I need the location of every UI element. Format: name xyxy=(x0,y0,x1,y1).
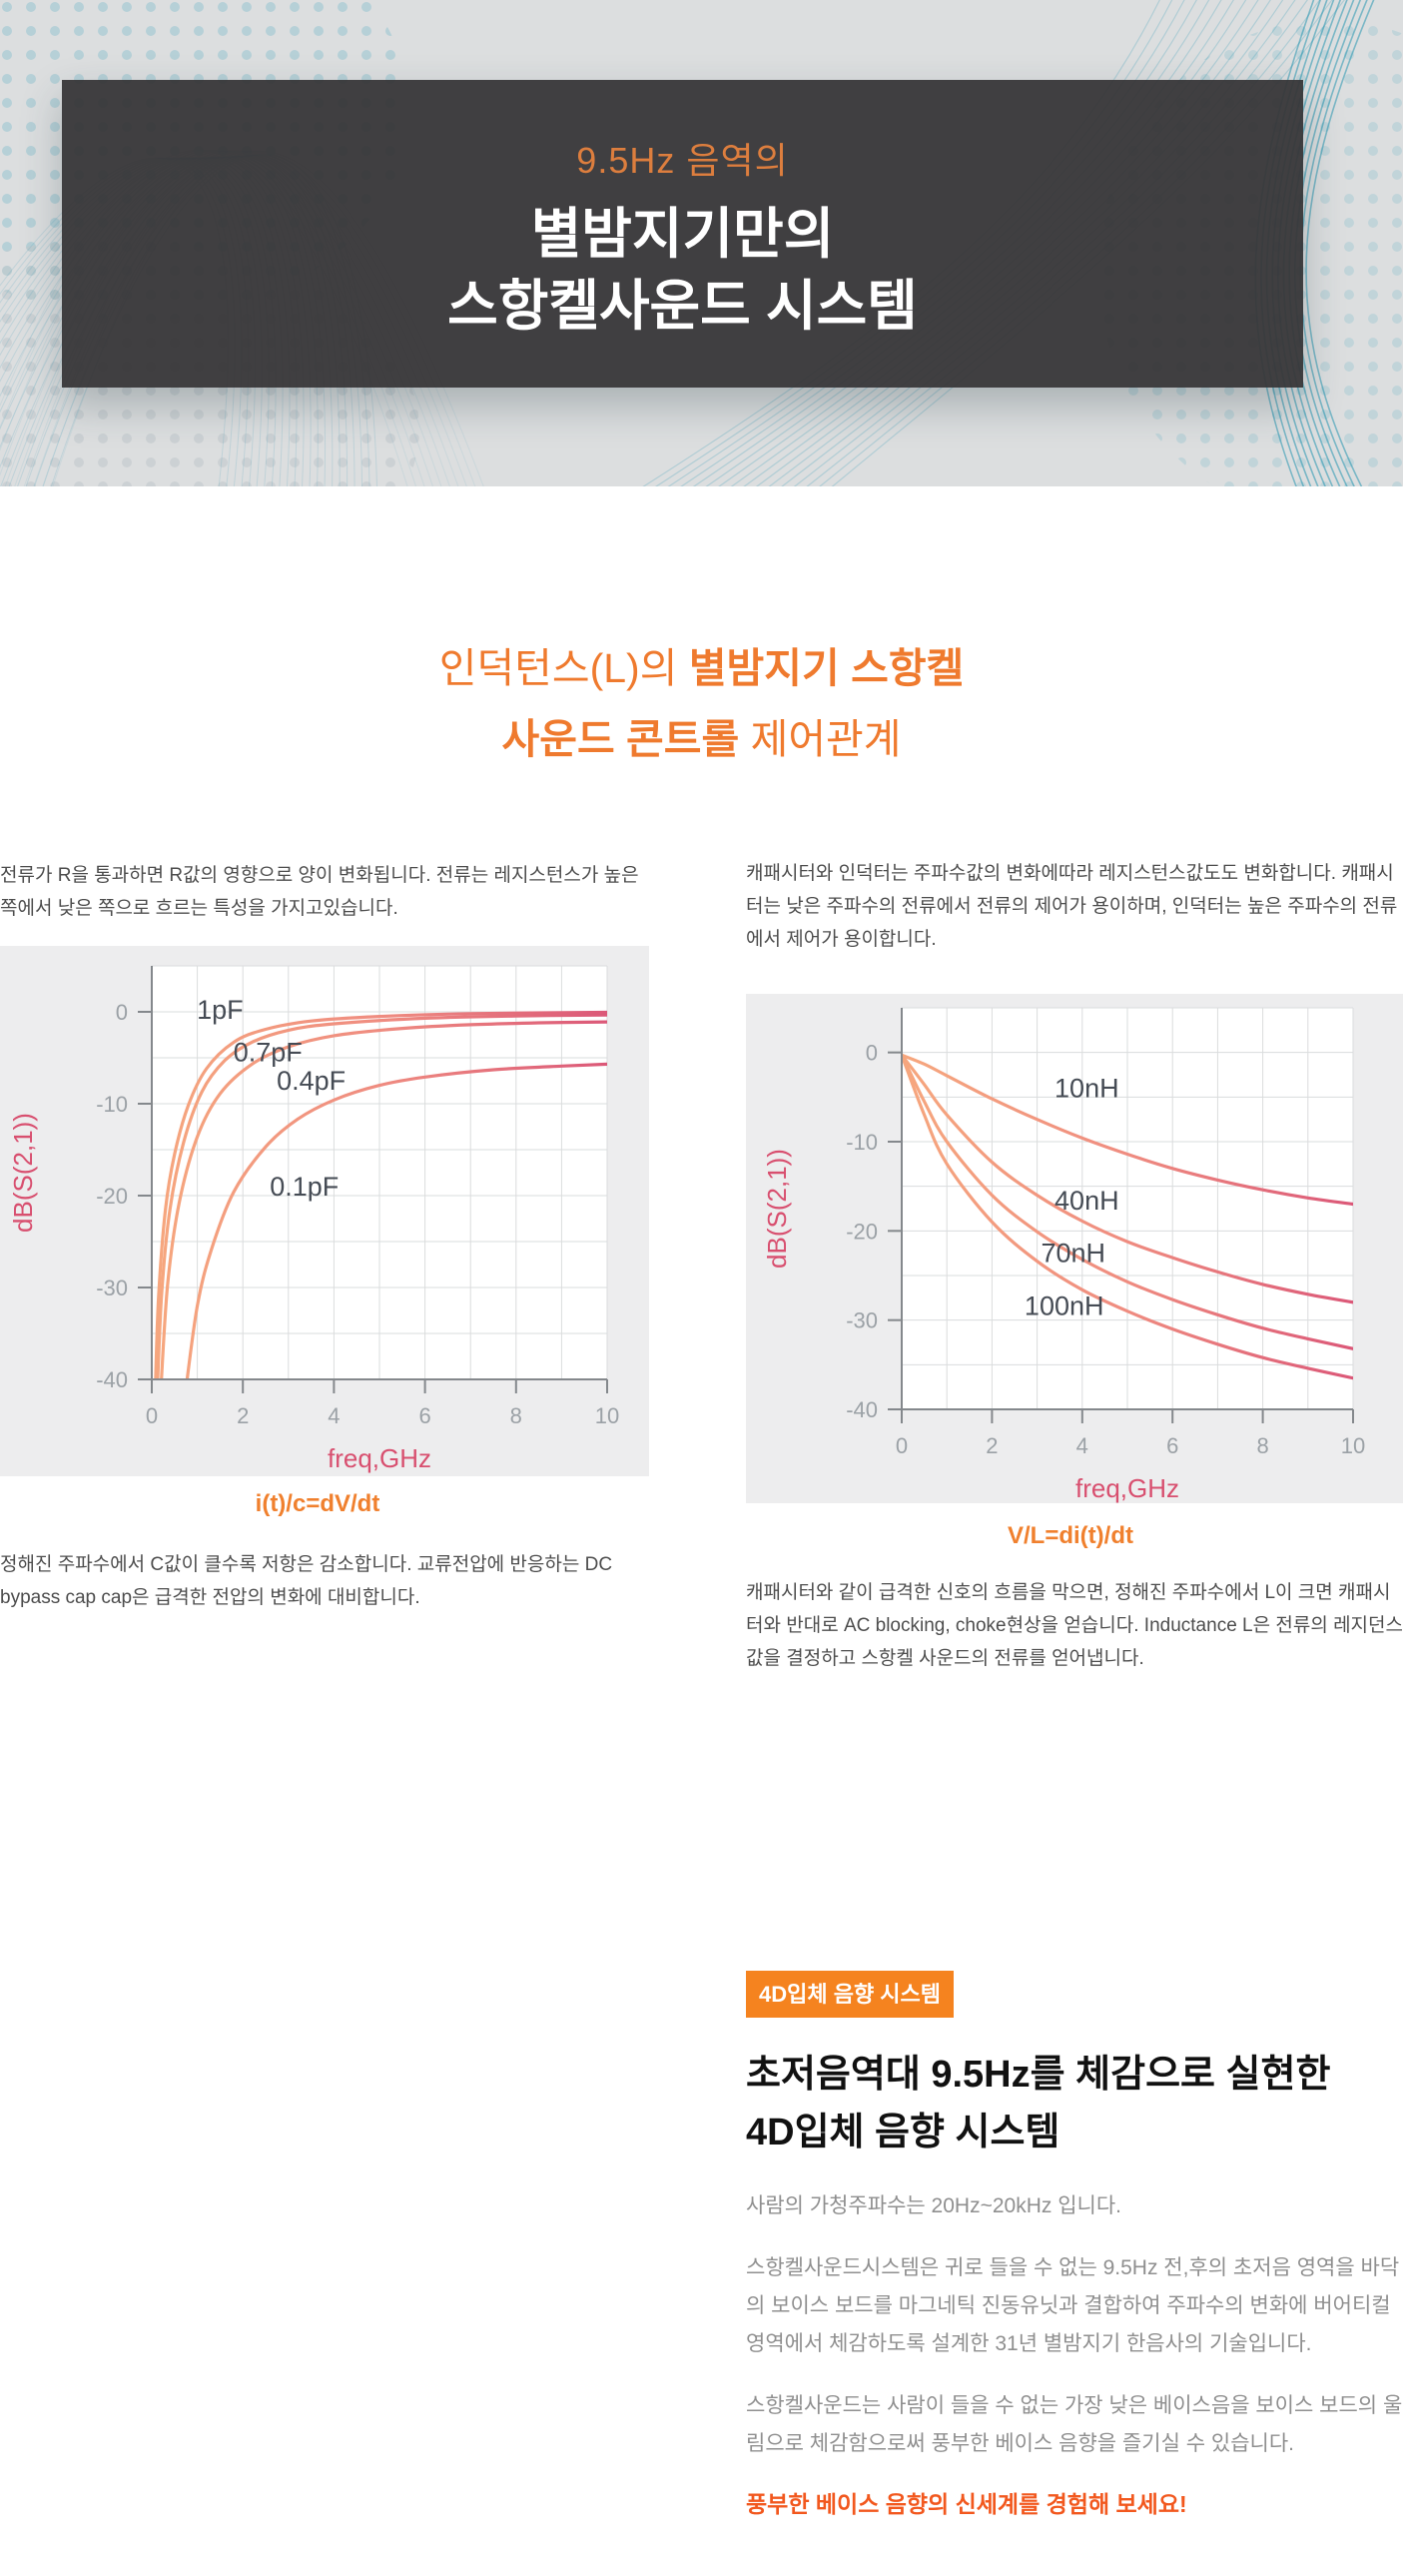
feature-paragraph: 사람의 가청주파수는 20Hz~20kHz 입니다. xyxy=(746,2194,1121,2217)
section-title-line2: 사운드 콘트롤 제어관계 xyxy=(501,716,902,762)
svg-text:0.4pF: 0.4pF xyxy=(277,1066,346,1096)
svg-text:freq,GHz: freq,GHz xyxy=(1075,1473,1179,1503)
hero-subtitle: 9.5Hz 음역의 xyxy=(576,140,789,181)
section-title: 인덕턴스(L)의 별밤지기 스항켈 사운드 콘트롤 제어관계 xyxy=(0,633,1403,775)
feature-heading: 초저음역대 9.5Hz를 체감으로 실현한 4D입체 음향 시스템 xyxy=(746,2046,1403,2161)
svg-text:0: 0 xyxy=(866,1041,878,1066)
svg-text:4: 4 xyxy=(1076,1433,1088,1458)
svg-text:8: 8 xyxy=(1256,1433,1268,1458)
svg-text:6: 6 xyxy=(1166,1433,1178,1458)
svg-text:-40: -40 xyxy=(846,1397,878,1422)
svg-text:dB(S(2,1)): dB(S(2,1)) xyxy=(762,1149,792,1269)
capacitor-outro-text: 정해진 주파수에서 C값이 클수록 저항은 감소합니다. 교류전압에 반응하는 … xyxy=(0,1554,613,1608)
inductor-formula-caption: V/L=di(t)/dt xyxy=(1008,1522,1133,1549)
svg-text:100nH: 100nH xyxy=(1025,1290,1104,1320)
svg-text:-40: -40 xyxy=(96,1367,128,1392)
svg-text:0: 0 xyxy=(116,1000,128,1025)
inductor-intro-text: 캐패시터와 인덕터는 주파수값의 변화에따라 레지스턴스값도도 변화합니다. 캐… xyxy=(746,863,1398,950)
svg-text:freq,GHz: freq,GHz xyxy=(328,1443,431,1473)
inductor-chart-panel: 0 -10 -20 -30 -40 0 2 4 6 8 10 freq,GHz dB(S(2,1)) 10… xyxy=(746,994,1403,1503)
feature-section: 4D입체 음향 시스템 초저음역대 9.5Hz를 체감으로 실현한 4D입체 음… xyxy=(746,1971,1403,2521)
svg-text:0.1pF: 0.1pF xyxy=(270,1172,339,1202)
svg-text:-10: -10 xyxy=(846,1130,878,1155)
svg-text:10: 10 xyxy=(595,1403,619,1428)
hero-title-line1: 별밤지기만의 xyxy=(530,203,835,265)
svg-text:1pF: 1pF xyxy=(197,995,244,1025)
inductor-outro-text: 캐패시터와 같이 급격한 신호의 흐름을 막으면, 정해진 주파수에서 L이 크… xyxy=(746,1582,1403,1669)
capacitor-formula-caption: i(t)/c=dV/dt xyxy=(255,1490,380,1517)
svg-text:10: 10 xyxy=(1341,1433,1365,1458)
feature-heading-line2: 4D입체 음향 시스템 xyxy=(746,2112,1060,2153)
svg-text:4: 4 xyxy=(328,1403,340,1428)
svg-text:8: 8 xyxy=(510,1403,522,1428)
svg-text:-20: -20 xyxy=(96,1184,128,1209)
hero-title-box: 9.5Hz 음역의 별밤지기만의 스항켈사운드 시스템 xyxy=(62,80,1303,388)
capacitor-chart-panel: 0 -10 -20 -30 -40 0 2 4 6 8 10 freq,GHz dB(S(2,1)) 1p… xyxy=(0,946,649,1476)
svg-text:6: 6 xyxy=(418,1403,430,1428)
inductor-chart: 0 -10 -20 -30 -40 0 2 4 6 8 10 freq,GHz dB(S(2,1)) 10… xyxy=(762,1007,1365,1503)
hero-title: 별밤지기만의 스항켈사운드 시스템 xyxy=(62,198,1303,342)
svg-text:0: 0 xyxy=(146,1403,158,1428)
svg-text:40nH: 40nH xyxy=(1054,1186,1119,1216)
svg-text:dB(S(2,1)): dB(S(2,1)) xyxy=(8,1113,38,1233)
feature-heading-line1: 초저음역대 9.5Hz를 체감으로 실현한 xyxy=(746,2054,1331,2096)
capacitor-intro-text: 전류가 R을 통과하면 R값의 영향으로 양이 변화됩니다. 전류는 레지스턴스… xyxy=(0,865,639,919)
svg-text:-10: -10 xyxy=(96,1092,128,1117)
capacitor-chart: 0 -10 -20 -30 -40 0 2 4 6 8 10 freq,GHz dB(S(2,1)) 1p… xyxy=(8,965,619,1473)
svg-text:2: 2 xyxy=(986,1433,998,1458)
feature-paragraph: 스항켈사운드시스템은 귀로 들을 수 없는 9.5Hz 전,후의 초저음 영역을… xyxy=(746,2256,1400,2355)
feature-cta-text: 풍부한 베이스 음향의 신세계를 경험해 보세요! xyxy=(746,2491,1187,2517)
svg-text:-30: -30 xyxy=(846,1308,878,1333)
svg-text:2: 2 xyxy=(237,1403,249,1428)
svg-text:-20: -20 xyxy=(846,1219,878,1244)
section-title-line1: 인덕턴스(L)의 별밤지기 스항켈 xyxy=(438,645,965,691)
svg-text:10nH: 10nH xyxy=(1054,1073,1119,1103)
svg-text:-30: -30 xyxy=(96,1276,128,1300)
hero-banner: 9.5Hz 음역의 별밤지기만의 스항켈사운드 시스템 xyxy=(0,0,1403,486)
svg-text:0.7pF: 0.7pF xyxy=(234,1037,303,1067)
svg-text:70nH: 70nH xyxy=(1041,1239,1105,1269)
feature-paragraph: 스항켈사운드는 사람이 들을 수 없는 가장 낮은 베이스음을 보이스 보드의 … xyxy=(746,2394,1403,2455)
feature-badge: 4D입체 음향 시스템 xyxy=(746,1971,955,2018)
svg-text:0: 0 xyxy=(896,1433,908,1458)
hero-title-line2: 스항켈사운드 시스템 xyxy=(447,275,918,337)
